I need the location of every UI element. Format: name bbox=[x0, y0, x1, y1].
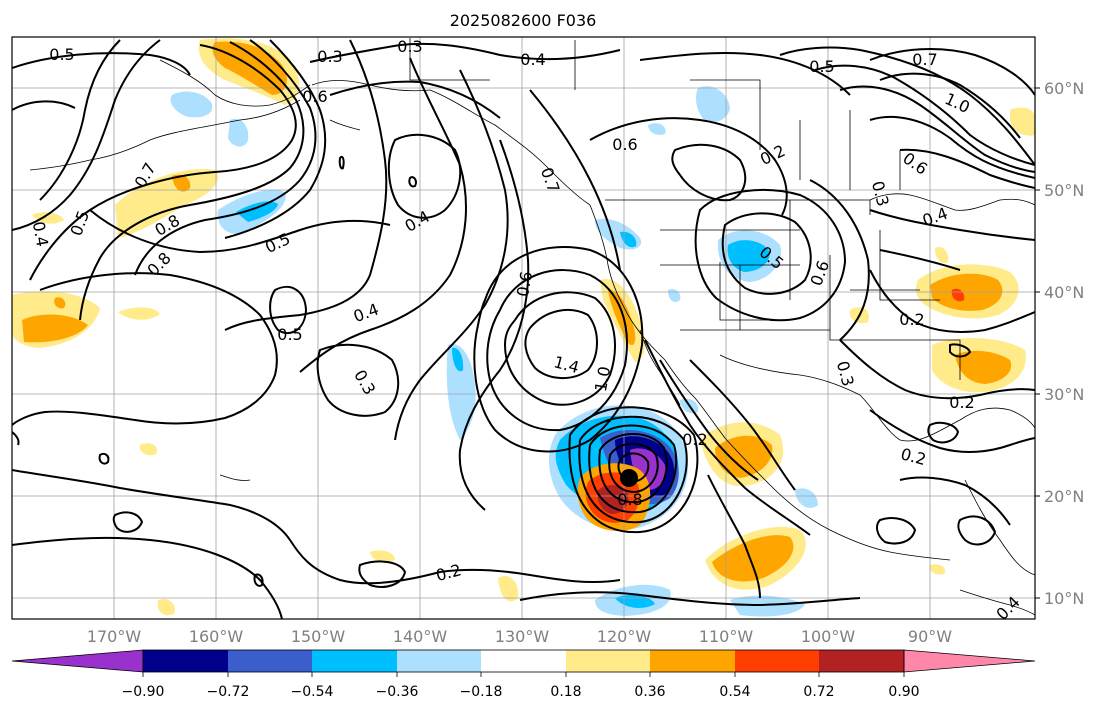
colorbar: −0.90 −0.72 −0.54 −0.36 −0.18 0.18 0.36 … bbox=[11, 649, 1036, 700]
contour-label: 0.2 bbox=[682, 430, 707, 449]
colorbar-segment bbox=[566, 650, 650, 672]
lon-tick-label: 170°W bbox=[87, 627, 142, 646]
lon-tick-label: 90°W bbox=[908, 627, 952, 646]
contour-label: 0.4 bbox=[520, 50, 545, 69]
contour-label: 0.5 bbox=[277, 325, 302, 344]
lat-tick-label: 60°N bbox=[1044, 79, 1084, 98]
map-title: 2025082600 F036 bbox=[450, 11, 597, 30]
lon-tick-label: 140°W bbox=[393, 627, 448, 646]
lat-tick-label: 10°N bbox=[1044, 589, 1084, 608]
lon-tick-label: 130°W bbox=[495, 627, 550, 646]
lon-tick-label: 100°W bbox=[801, 627, 856, 646]
colorbar-segment bbox=[397, 650, 481, 672]
colorbar-tick-label: 0.18 bbox=[550, 684, 581, 700]
colorbar-segment bbox=[143, 650, 228, 672]
contour-label: 0.3 bbox=[397, 37, 422, 56]
lon-tick-label: 160°W bbox=[189, 627, 244, 646]
colorbar-segment bbox=[228, 650, 312, 672]
lat-tick-label: 40°N bbox=[1044, 283, 1084, 302]
colorbar-segment bbox=[481, 650, 566, 672]
contour-label: 0.4 bbox=[29, 220, 52, 248]
contour-label: 0.2 bbox=[899, 310, 924, 329]
colorbar-tick-label: −0.54 bbox=[291, 684, 334, 700]
lat-tick-label: 30°N bbox=[1044, 385, 1084, 404]
contour-label: 0.8 bbox=[617, 490, 642, 509]
contour-label: 0.6 bbox=[513, 270, 536, 298]
colorbar-tick-label: 0.54 bbox=[719, 684, 750, 700]
lon-tick-label: 110°W bbox=[699, 627, 754, 646]
contour-lines bbox=[12, 39, 1035, 619]
lon-tick-label: 120°W bbox=[597, 627, 652, 646]
colorbar-tick-label: 0.72 bbox=[803, 684, 834, 700]
colorbar-segment bbox=[650, 650, 735, 672]
contour-label: 0.3 bbox=[317, 47, 342, 66]
longitude-labels: 170°W 160°W 150°W 140°W 130°W 120°W 110°… bbox=[87, 627, 952, 646]
contour-label: 0.2 bbox=[949, 393, 974, 412]
colorbar-segment bbox=[312, 650, 397, 672]
colorbar-tick-label: −0.72 bbox=[207, 684, 250, 700]
colorbar-tick-label: −0.36 bbox=[376, 684, 419, 700]
storm-center-marker bbox=[620, 469, 638, 487]
contour-label: 0.6 bbox=[302, 87, 327, 106]
colorbar-tick-label: 0.90 bbox=[888, 684, 919, 700]
contour-label: 0.6 bbox=[612, 135, 637, 154]
contour-label: 1.0 bbox=[591, 365, 614, 393]
colorbar-tick-label: −0.90 bbox=[122, 684, 165, 700]
colorbar-extend-max bbox=[903, 649, 1036, 673]
contour-label: 0.5 bbox=[49, 45, 74, 64]
colorbar-tick-label: −0.18 bbox=[460, 684, 503, 700]
lat-tick-label: 50°N bbox=[1044, 181, 1084, 200]
colorbar-segment bbox=[819, 650, 904, 672]
colorbar-tick-label: 0.36 bbox=[634, 684, 665, 700]
gridlines bbox=[12, 37, 1035, 619]
lon-tick-label: 150°W bbox=[291, 627, 346, 646]
plot-area: 0.5 0.3 0.3 0.4 0.5 0.7 1.0 0.6 0.6 0.6 … bbox=[12, 37, 1035, 619]
lat-tick-label: 20°N bbox=[1044, 487, 1084, 506]
contour-label: 0.7 bbox=[912, 50, 937, 69]
contour-label: 0.5 bbox=[809, 57, 834, 76]
plot-border bbox=[11, 36, 1036, 620]
latitude-labels: 60°N 50°N 40°N 30°N 20°N 10°N bbox=[1035, 79, 1084, 608]
colorbar-segment bbox=[735, 650, 819, 672]
colorbar-extend-min bbox=[11, 649, 144, 673]
coastlines bbox=[29, 38, 1035, 616]
